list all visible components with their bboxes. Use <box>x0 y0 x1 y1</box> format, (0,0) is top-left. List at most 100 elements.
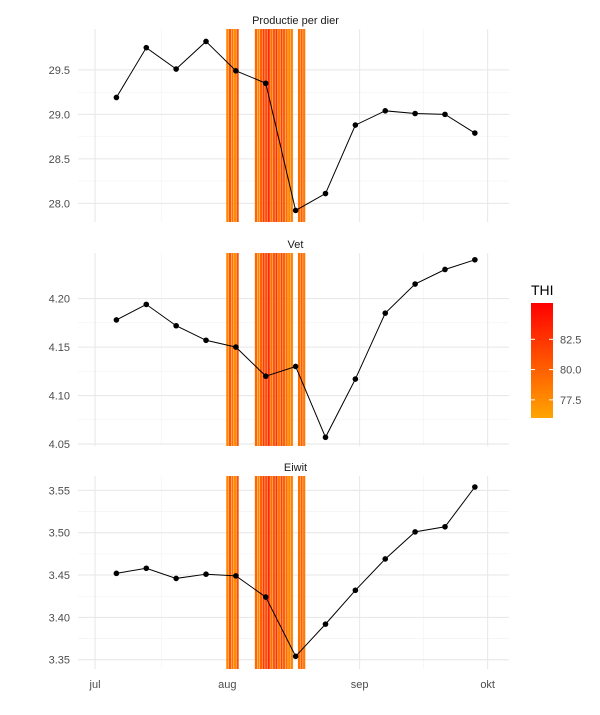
thi-band <box>297 253 301 446</box>
data-point <box>143 301 150 308</box>
thi-band <box>272 253 275 446</box>
data-point <box>203 38 209 45</box>
y-tick-label: 3.45 <box>49 570 70 582</box>
data-point <box>173 322 179 329</box>
thi-band <box>280 29 283 222</box>
data-point <box>382 556 389 562</box>
series-line <box>116 259 476 439</box>
thi-band <box>272 476 275 669</box>
thi-band <box>262 29 265 222</box>
data-point <box>412 110 418 117</box>
thi-band <box>300 253 303 446</box>
panel-2: 3.35 3.40 3.45 3.50 3.55 Eiwit <box>49 462 509 669</box>
data-point <box>262 80 269 87</box>
panel-0: 28.0 28.5 29.0 29.5 Productie per dier <box>49 15 509 222</box>
thi-band <box>257 253 260 446</box>
data-point <box>322 434 329 441</box>
thi-band <box>285 253 288 446</box>
data-point <box>442 266 448 273</box>
thi-band <box>275 476 278 669</box>
panel-title: Vet <box>288 239 304 251</box>
data-point <box>262 594 269 600</box>
data-point <box>322 190 329 197</box>
y-tick-label: 3.40 <box>49 612 70 624</box>
thi-band <box>265 29 268 222</box>
thi-band <box>288 253 291 446</box>
thi-band <box>257 29 260 222</box>
legend-tick-label: 80.0 <box>560 365 581 377</box>
data-point <box>292 653 299 660</box>
thi-band <box>283 253 286 446</box>
thi-band <box>231 29 234 222</box>
thi-band <box>288 29 291 222</box>
thi-band <box>226 29 229 222</box>
thi-band <box>233 29 237 222</box>
data-point <box>233 344 239 350</box>
data-point <box>203 337 209 344</box>
data-point <box>382 310 389 316</box>
data-point <box>472 256 478 263</box>
data-point <box>412 281 418 287</box>
thi-band <box>231 253 234 446</box>
thi-band <box>259 29 263 222</box>
legend-tick-label: 82.5 <box>560 334 581 346</box>
y-tick-label: 4.15 <box>49 342 70 354</box>
data-point <box>113 570 120 577</box>
thi-band <box>254 29 258 222</box>
thi-band <box>265 476 268 669</box>
thi-band <box>297 476 301 669</box>
thi-band <box>270 253 273 446</box>
thi-band <box>259 476 263 669</box>
thi-band <box>231 476 234 669</box>
data-point <box>352 376 359 382</box>
thi-band <box>297 29 301 222</box>
thi-band <box>267 253 270 446</box>
data-point <box>173 575 179 582</box>
thi-band <box>283 476 286 669</box>
thi-band <box>265 253 268 446</box>
thi-band <box>303 253 306 446</box>
data-point <box>233 573 239 579</box>
thi-band <box>262 476 265 669</box>
thi-band <box>280 253 283 446</box>
y-tick-label: 3.55 <box>49 485 70 497</box>
data-point <box>382 108 389 114</box>
thi-band <box>288 476 291 669</box>
thi-band <box>303 29 306 222</box>
y-tick-label: 4.05 <box>49 439 70 451</box>
panel-1: 4.05 4.10 4.15 4.20 Vet <box>49 239 509 451</box>
data-point <box>352 587 359 594</box>
thi-band <box>290 253 293 446</box>
thi-band <box>303 476 306 669</box>
thi-band <box>277 253 281 446</box>
thi-band <box>270 476 273 669</box>
thi-band <box>300 476 303 669</box>
thi-band <box>290 476 293 669</box>
x-tick-label: okt <box>480 679 495 691</box>
data-point <box>442 111 448 118</box>
x-tick-label: aug <box>218 679 236 691</box>
thi-band <box>267 29 270 222</box>
y-tick-label: 29.5 <box>49 65 70 77</box>
thi-band <box>257 476 260 669</box>
thi-band <box>226 253 229 446</box>
thi-band <box>262 253 265 446</box>
thi-band <box>300 29 303 222</box>
thi-band <box>233 476 237 669</box>
thi-band <box>236 476 239 669</box>
data-point <box>322 621 329 627</box>
thi-band <box>267 476 270 669</box>
series-line <box>116 486 476 658</box>
thi-band <box>254 476 258 669</box>
thi-band <box>272 29 275 222</box>
y-tick-label: 28.0 <box>49 198 70 210</box>
panel-title: Eiwit <box>284 462 307 474</box>
data-point <box>143 565 150 572</box>
thi-band <box>277 29 281 222</box>
series-line <box>115 40 476 212</box>
data-point <box>143 44 150 51</box>
data-point <box>113 94 120 101</box>
data-point <box>352 122 359 128</box>
thi-band <box>285 476 288 669</box>
data-point <box>203 571 209 577</box>
